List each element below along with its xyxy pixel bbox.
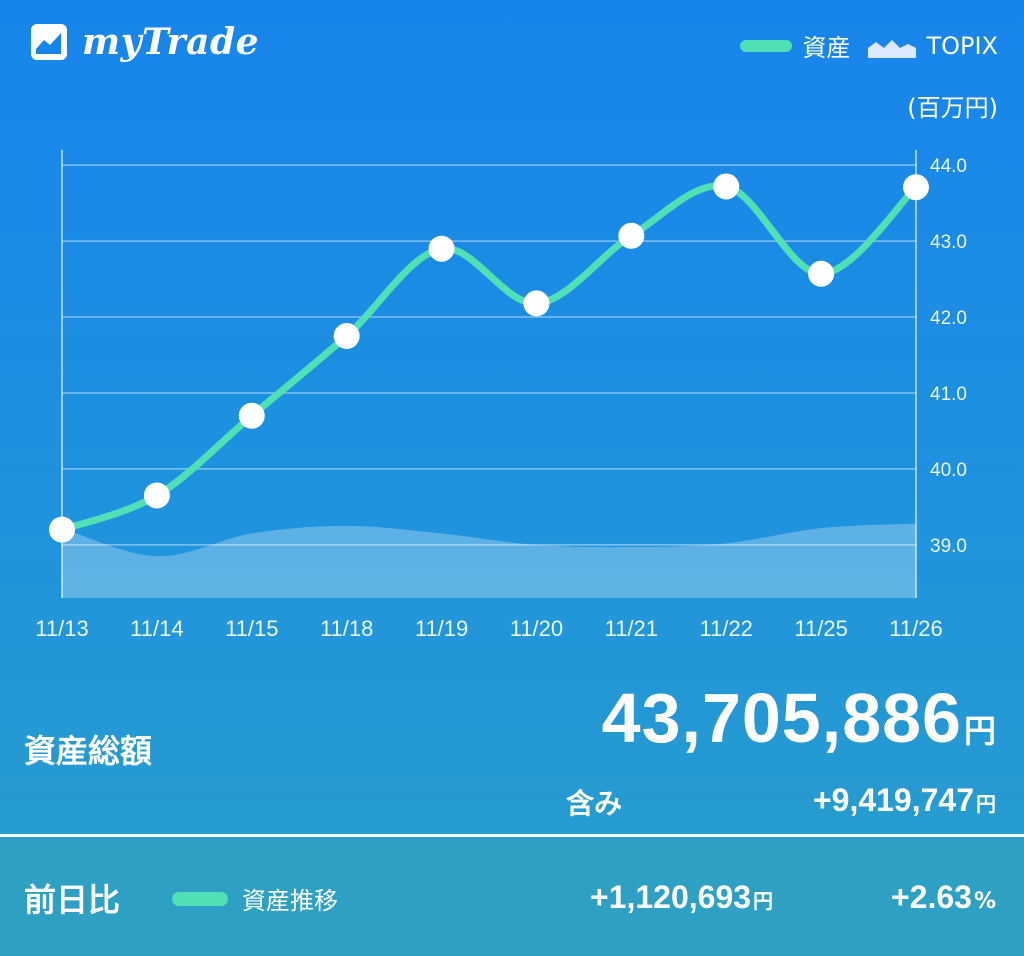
legend-item-topix[interactable]: TOPIX bbox=[868, 32, 998, 60]
asset-chart: 44.0 43.0 42.0 41.0 40.0 39.0 11/13 11/14 11/15 1… bbox=[35, 150, 967, 641]
asset-data-point bbox=[523, 290, 550, 317]
asset-data-point bbox=[903, 174, 929, 201]
header: myTrade 資産 TOPIX (百万円) bbox=[0, 0, 1024, 140]
y-tick-label: 42.0 bbox=[930, 308, 967, 329]
asset-line-swatch bbox=[740, 39, 793, 52]
divider bbox=[0, 834, 1024, 837]
asset-data-point bbox=[428, 235, 455, 262]
asset-trend-swatch bbox=[172, 891, 228, 906]
daily-change-percent-value: +2.63 bbox=[890, 879, 972, 915]
unrealized-gain-unit: 円 bbox=[976, 792, 996, 816]
asset-data-point bbox=[618, 222, 645, 249]
app-name: myTrade bbox=[82, 21, 260, 63]
asset-data-point bbox=[333, 323, 360, 350]
legend-asset-label: 資産 bbox=[802, 34, 851, 62]
y-tick-label: 40.0 bbox=[930, 460, 967, 481]
y-axis-unit: (百万円) bbox=[907, 94, 998, 122]
legend-topix-label: TOPIX bbox=[926, 31, 998, 60]
unrealized-gain: +9,419,747 円 bbox=[813, 782, 996, 819]
total-assets-label: 資産総額 bbox=[24, 732, 153, 770]
daily-change-bar: 前日比 資産推移 +1,120,693 円 +2.63 % bbox=[0, 837, 1024, 956]
x-tick-label: 11/14 bbox=[130, 616, 183, 641]
x-tick-label: 11/21 bbox=[605, 616, 658, 641]
legend-item-asset[interactable]: 資産 bbox=[740, 28, 850, 63]
asset-trend-label: 資産推移 bbox=[242, 887, 338, 915]
daily-change-percent-unit: % bbox=[973, 889, 996, 914]
daily-change-label: 前日比 bbox=[24, 881, 121, 919]
asset-data-point bbox=[143, 482, 170, 509]
x-tick-label: 11/15 bbox=[225, 616, 278, 641]
logo-icon bbox=[31, 24, 67, 60]
asset-data-point bbox=[238, 402, 265, 429]
area-chart-icon bbox=[868, 39, 917, 58]
daily-change-percent: +2.63 % bbox=[891, 879, 996, 916]
chart-area: 44.0 43.0 42.0 41.0 40.0 39.0 11/13 11/14 11/15 1… bbox=[0, 140, 1024, 660]
y-tick-label: 44.0 bbox=[930, 156, 967, 177]
daily-change-amount-unit: 円 bbox=[753, 889, 774, 913]
app-logo: myTrade bbox=[30, 18, 259, 66]
asset-trend-legend[interactable]: 資産推移 bbox=[172, 881, 338, 916]
total-assets-value: 43,705,886 bbox=[601, 679, 962, 757]
asset-data-point bbox=[713, 173, 740, 200]
daily-change-amount-value: +1,120,693 bbox=[590, 879, 752, 915]
x-tick-label: 11/13 bbox=[35, 616, 88, 641]
asset-summary: 資産総額 43,705,886 円 含み +9,419,747 円 bbox=[0, 660, 1024, 830]
y-tick-label: 43.0 bbox=[930, 232, 967, 253]
x-tick-label: 11/19 bbox=[415, 616, 468, 641]
chart-legend: 資産 TOPIX bbox=[740, 28, 998, 63]
unrealized-gain-value: +9,419,747 bbox=[812, 782, 974, 818]
total-assets-unit: 円 bbox=[963, 712, 996, 750]
daily-change-amount: +1,120,693 円 bbox=[590, 879, 773, 916]
x-tick-label: 11/26 bbox=[889, 616, 942, 641]
topix-area bbox=[62, 523, 916, 598]
asset-data-point bbox=[808, 260, 835, 287]
x-tick-label: 11/18 bbox=[320, 616, 373, 641]
total-assets: 43,705,886 円 bbox=[602, 678, 996, 758]
y-tick-label: 39.0 bbox=[930, 536, 967, 557]
y-tick-label: 41.0 bbox=[930, 384, 967, 405]
x-tick-label: 11/20 bbox=[510, 616, 563, 641]
x-tick-label: 11/25 bbox=[794, 616, 847, 641]
asset-data-point bbox=[49, 516, 75, 543]
asset-line bbox=[58, 182, 920, 534]
x-tick-label: 11/22 bbox=[700, 616, 753, 641]
unrealized-gain-label: 含み bbox=[566, 787, 623, 820]
